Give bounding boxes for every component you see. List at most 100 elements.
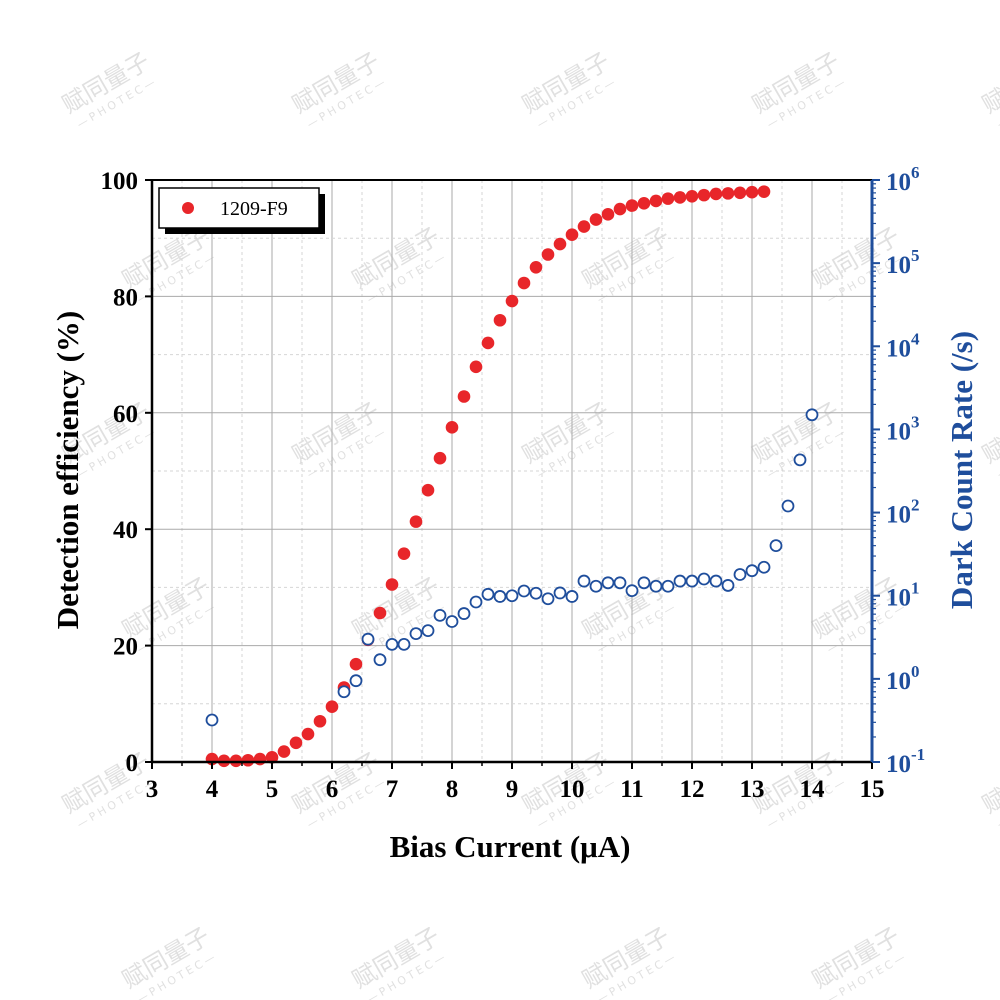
legend: 1209-F9: [158, 187, 325, 234]
efficiency-point: [613, 202, 627, 216]
dark-count-point: [505, 589, 519, 603]
dark-count-series: [205, 408, 819, 727]
efficiency-point: [349, 657, 363, 671]
y-tick-label: 100: [101, 168, 139, 195]
efficiency-point: [469, 360, 483, 374]
x-tick-label: 9: [506, 776, 519, 803]
watermark-tile: 赋同量子—PHOTEC—: [977, 47, 1000, 131]
efficiency-point: [505, 294, 519, 308]
efficiency-point: [277, 745, 291, 758]
efficiency-point: [577, 220, 591, 233]
efficiency-point: [709, 187, 723, 201]
y-tick-label: 60: [113, 401, 138, 428]
dark-count-point: [649, 579, 663, 593]
efficiency-point: [745, 185, 759, 199]
efficiency-point: [625, 199, 639, 212]
efficiency-point: [757, 185, 771, 198]
y2-tick-label: 105: [886, 246, 920, 279]
watermark-tile: 赋同量子—PHOTEC—: [347, 922, 449, 1000]
y2-tick-label: 104: [886, 329, 920, 362]
dark-count-point: [709, 574, 723, 588]
dark-count-point: [601, 576, 615, 590]
dark-count-point: [481, 587, 495, 601]
legend-marker: [182, 202, 194, 214]
efficiency-point: [565, 228, 579, 242]
efficiency-point: [721, 187, 735, 200]
efficiency-point: [325, 700, 339, 714]
x-tick-label: 4: [206, 776, 219, 803]
efficiency-point: [373, 606, 387, 620]
x-tick-label: 7: [386, 776, 399, 803]
x-tick-label: 14: [800, 776, 826, 803]
efficiency-point: [529, 261, 543, 274]
dark-count-point: [445, 615, 459, 628]
efficiency-point: [733, 186, 747, 200]
dark-count-point: [529, 586, 543, 600]
dark-count-point: [385, 637, 399, 651]
x-tick-label: 5: [266, 776, 279, 803]
watermark-tile: 赋同量子—PHOTEC—: [977, 747, 1000, 831]
x-tick-label: 11: [620, 776, 644, 803]
x-tick-label: 3: [146, 776, 159, 803]
dark-count-point: [781, 499, 795, 513]
y2-tick-label: 100: [886, 662, 920, 695]
watermark-tile: 赋同量子—PHOTEC—: [57, 47, 159, 131]
dark-count-point: [673, 574, 687, 588]
dark-count-point: [457, 607, 471, 620]
dark-count-point: [205, 713, 219, 727]
efficiency-point: [445, 421, 459, 434]
efficiency-point: [289, 736, 303, 750]
tick-labels: 3 4 5 6 7 8 9 10 11 12 13 14 15 0 20 40 60 80 100 10-1 100 10…: [101, 163, 926, 803]
axes: [145, 179, 880, 769]
efficiency-point: [313, 714, 327, 728]
dark-count-point: [577, 574, 591, 588]
dark-count-point: [613, 576, 627, 590]
x-tick-label: 6: [326, 776, 339, 803]
efficiency-point: [661, 192, 675, 205]
y2-tick-label: 106: [886, 163, 920, 196]
x-axis-title: Bias Current (μA): [390, 829, 631, 864]
efficiency-point: [649, 194, 663, 208]
efficiency-point: [409, 515, 423, 528]
efficiency-series: [205, 185, 771, 768]
efficiency-point: [541, 248, 555, 261]
dark-count-point: [349, 674, 363, 688]
y2-axis-title: Dark Count Rate (/s): [944, 331, 979, 609]
efficiency-point: [457, 390, 471, 403]
watermark-tile: 赋同量子—PHOTEC—: [347, 222, 449, 306]
efficiency-point: [433, 451, 447, 465]
legend-label: 1209-F9: [220, 198, 288, 220]
dark-count-point: [745, 564, 759, 578]
dark-count-point: [697, 572, 711, 586]
x-tick-label: 8: [446, 776, 459, 803]
y-tick-label: 80: [113, 284, 138, 311]
watermark-tile: 赋同量子—PHOTEC—: [747, 397, 849, 481]
grid-lines: [152, 180, 872, 762]
watermark-tile: 赋同量子—PHOTEC—: [807, 922, 909, 1000]
dark-count-point: [469, 595, 483, 609]
watermark-tile: 赋同量子—PHOTEC—: [287, 397, 389, 481]
efficiency-point: [601, 208, 615, 221]
watermark-text: 赋同量子: [977, 747, 1000, 819]
dark-count-point: [337, 685, 351, 699]
efficiency-point: [589, 213, 603, 226]
efficiency-point: [685, 189, 699, 203]
watermark-tile: 赋同量子—PHOTEC—: [117, 922, 219, 1000]
x-tick-label: 15: [860, 776, 885, 803]
y-tick-label: 0: [126, 750, 139, 777]
dark-count-point: [757, 560, 771, 574]
dark-count-point: [637, 576, 651, 590]
dark-count-point: [409, 627, 423, 641]
efficiency-point: [397, 547, 411, 560]
watermark-tile: 赋同量子—PHOTEC—: [747, 47, 849, 131]
efficiency-point: [385, 578, 399, 591]
x-tick-label: 12: [680, 776, 705, 803]
dark-count-point: [493, 590, 507, 603]
watermark-tile: 赋同量子—PHOTEC—: [517, 397, 619, 481]
dark-count-point: [553, 586, 567, 600]
dark-count-point: [721, 579, 735, 592]
efficiency-point: [673, 191, 687, 204]
dark-count-point: [589, 579, 603, 593]
y2-tick-label: 10-1: [886, 745, 925, 778]
